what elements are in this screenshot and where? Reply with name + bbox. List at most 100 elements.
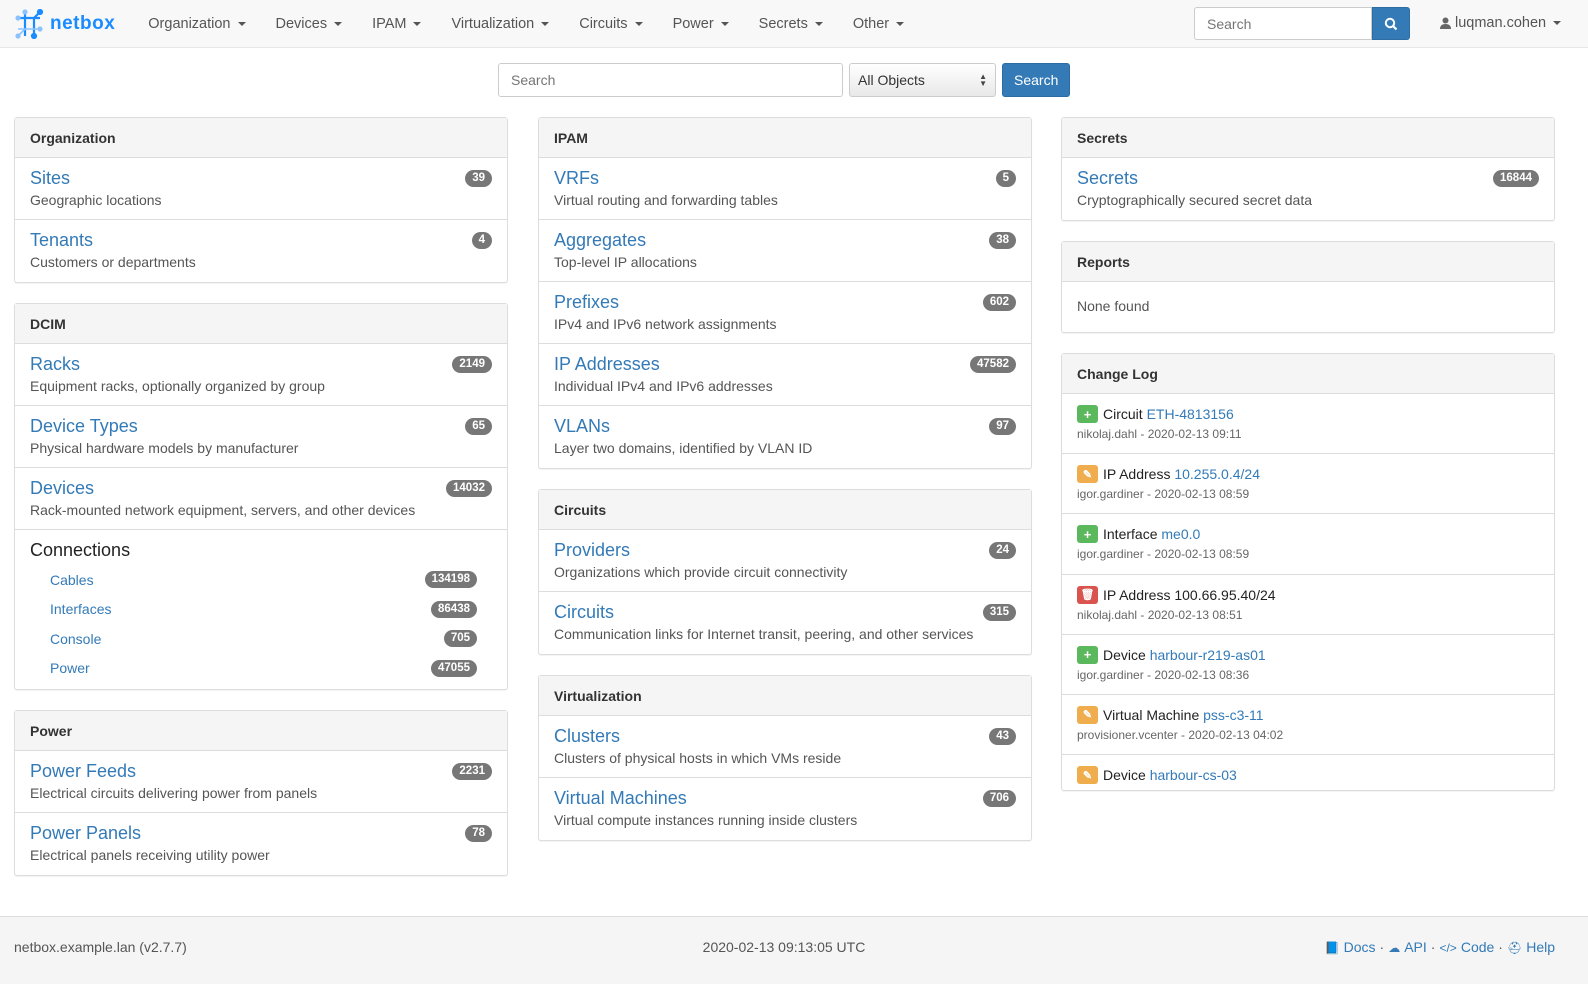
- menu-label: IPAM: [372, 15, 407, 32]
- object-type: Device: [1103, 646, 1146, 663]
- item-link[interactable]: Aggregates: [554, 230, 647, 250]
- search-input[interactable]: [498, 63, 843, 97]
- footer-link-code[interactable]: </> Code: [1439, 939, 1494, 955]
- item-link[interactable]: Tenants: [30, 230, 94, 250]
- item-description: IPv4 and IPv6 network assignments: [554, 316, 777, 332]
- entry-summary: + Device harbour-r219-as01: [1077, 645, 1539, 664]
- list-item-aggregates: Aggregates Top-level IP allocations 38: [539, 220, 1031, 282]
- connection-link[interactable]: Power: [50, 660, 90, 677]
- change-log-list[interactable]: + Circuit ETH-4813156 nikolaj.dahl - 2020-…: [1062, 394, 1554, 790]
- object-link[interactable]: pss-c3-11: [1203, 706, 1264, 723]
- item-description: Geographic locations: [30, 192, 162, 208]
- empty-message: None found: [1077, 298, 1150, 314]
- menu-organization[interactable]: Organization: [133, 16, 260, 32]
- update-icon: ✎: [1077, 766, 1098, 785]
- item-link[interactable]: Circuits: [554, 602, 615, 622]
- navbar-search: [1194, 7, 1410, 40]
- navbar: netbox Organization Devices IPAM Virtualiza…: [0, 0, 1588, 48]
- item-link[interactable]: VRFs: [554, 168, 599, 188]
- connection-link[interactable]: Interfaces: [50, 601, 112, 618]
- footer-link-api[interactable]: ☁ API: [1388, 939, 1427, 955]
- user-menu[interactable]: luqman.cohen: [1440, 15, 1562, 31]
- item-link[interactable]: Providers: [554, 540, 631, 560]
- item-link[interactable]: Prefixes: [554, 292, 620, 312]
- menu-devices[interactable]: Devices: [261, 16, 358, 32]
- separator: ·: [1498, 939, 1503, 955]
- item-link[interactable]: Clusters: [554, 726, 621, 746]
- caret-down-icon: [1553, 21, 1562, 25]
- menu-secrets[interactable]: Secrets: [744, 16, 838, 32]
- connection-item-power: Power 47055: [30, 654, 492, 684]
- menu-other[interactable]: Other: [838, 16, 919, 32]
- search-button[interactable]: Search: [1002, 63, 1071, 97]
- count-badge: 47582: [970, 356, 1016, 373]
- panel-heading: Secrets: [1062, 118, 1554, 158]
- netbox-logo-icon: [15, 8, 44, 39]
- item-link[interactable]: Device Types: [30, 416, 138, 436]
- count-badge: 97: [989, 418, 1016, 435]
- footer-link-docs[interactable]: 📘 Docs: [1325, 939, 1376, 955]
- footer-time: 2020-02-13 09:13:05 UTC: [702, 939, 866, 955]
- menu-circuits[interactable]: Circuits: [564, 16, 657, 32]
- item-description: Physical hardware models by manufacturer: [30, 440, 299, 456]
- object-link[interactable]: harbour-cs-03: [1149, 767, 1237, 784]
- column-middle: IPAM VRFs Virtual routing and forwarding t…: [538, 117, 1032, 861]
- connections-heading: Connections: [30, 540, 131, 560]
- count-badge: 14032: [446, 480, 492, 497]
- count-badge: 705: [443, 630, 477, 647]
- change-log-entry: + Circuit ETH-4813156 nikolaj.dahl - 2020-…: [1062, 394, 1554, 455]
- item-description: Communication links for Internet transit…: [554, 626, 974, 642]
- navbar-search-button[interactable]: [1372, 7, 1410, 40]
- panel-reports: Reports None found: [1061, 241, 1555, 333]
- item-link[interactable]: Sites: [30, 168, 71, 188]
- count-badge: 315: [982, 604, 1016, 621]
- list-item-clusters: Clusters Clusters of physical hosts in wh…: [539, 716, 1031, 778]
- search-scope-select[interactable]: All Objects ▲ ▼: [849, 63, 996, 97]
- item-description: Layer two domains, identified by VLAN ID: [554, 440, 813, 456]
- item-link[interactable]: Secrets: [1077, 168, 1139, 188]
- list-item-virtual-machines: Virtual Machines Virtual compute instance…: [539, 778, 1031, 840]
- username: luqman.cohen: [1455, 15, 1547, 31]
- object-type: Circuit: [1103, 406, 1143, 422]
- create-icon: +: [1077, 645, 1098, 664]
- navbar-search-input[interactable]: [1194, 7, 1372, 40]
- search-scope-value: All Objects: [858, 72, 925, 88]
- caret-down-icon: [720, 21, 729, 26]
- item-link[interactable]: Devices: [30, 478, 95, 498]
- menu-power[interactable]: Power: [658, 16, 744, 32]
- menu-label: Other: [852, 15, 890, 32]
- menu-virtualization[interactable]: Virtualization: [436, 16, 564, 32]
- footer-link-label: Code: [1460, 939, 1495, 955]
- list-item-tenants: Tenants Customers or departments 4: [15, 220, 507, 282]
- count-badge: 38: [989, 232, 1016, 249]
- update-icon: ✎: [1077, 465, 1098, 484]
- panel-organization: Organization Sites Geographic locations 39 T…: [14, 117, 508, 283]
- object-link[interactable]: ETH-4813156: [1146, 406, 1234, 422]
- object-link[interactable]: 10.255.0.4/24: [1174, 466, 1260, 483]
- footer-hostname: netbox.example.lan (v2.7.7): [14, 939, 187, 955]
- menu-ipam[interactable]: IPAM: [357, 16, 436, 32]
- panel-circuits: Circuits Providers Organizations which pro…: [538, 489, 1032, 655]
- entry-summary: + Circuit ETH-4813156: [1077, 405, 1539, 423]
- item-link[interactable]: Power Panels: [30, 823, 142, 843]
- column-right: Secrets Secrets Cryptographically secured …: [1061, 117, 1555, 811]
- connection-link[interactable]: Console: [50, 630, 102, 647]
- item-link[interactable]: Racks: [30, 354, 81, 374]
- item-link[interactable]: Power Feeds: [30, 761, 137, 781]
- item-link[interactable]: Virtual Machines: [554, 788, 687, 808]
- footer-link-help[interactable]: ⛑ Help: [1507, 939, 1555, 955]
- change-log-entry: 🗑 IP Address 100.66.95.40/24 nikolaj.dahl …: [1062, 575, 1554, 635]
- list-item-devices: Devices Rack-mounted network equipment, s…: [15, 468, 507, 530]
- connection-link[interactable]: Cables: [50, 571, 94, 588]
- object-link[interactable]: harbour-r219-as01: [1149, 646, 1266, 663]
- object-link[interactable]: me0.0: [1161, 526, 1201, 543]
- count-badge: 706: [982, 790, 1016, 807]
- list-item-vrfs: VRFs Virtual routing and forwarding table…: [539, 158, 1031, 220]
- item-link[interactable]: IP Addresses: [554, 354, 660, 374]
- footer-links: 📘 Docs · ☁ API · </> Code · ⛑ Help: [1325, 939, 1555, 955]
- brand-logo[interactable]: netbox: [14, 8, 115, 39]
- count-badge: 4: [471, 232, 492, 249]
- item-link[interactable]: VLANs: [554, 416, 611, 436]
- user-icon: [1440, 17, 1451, 29]
- item-description: Electrical circuits delivering power fro…: [30, 785, 318, 801]
